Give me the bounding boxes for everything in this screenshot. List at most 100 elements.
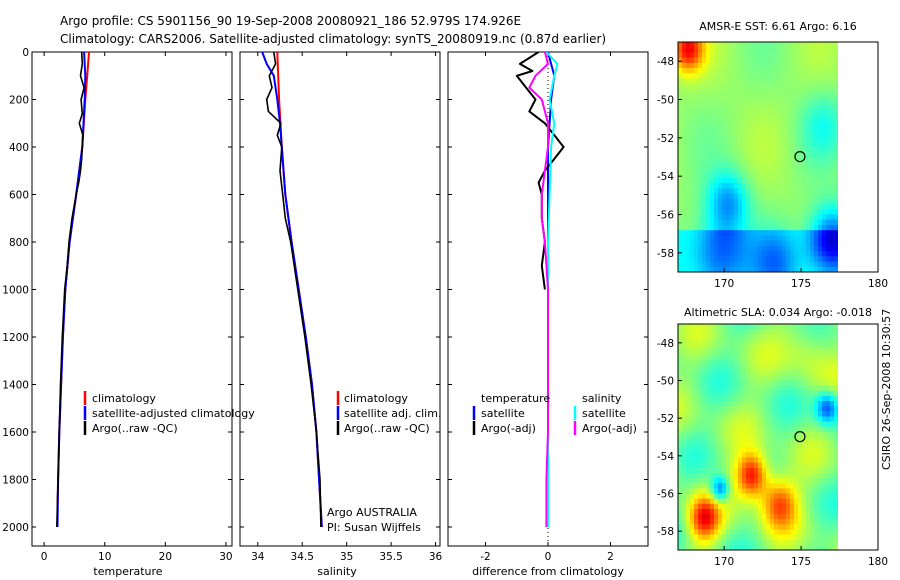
map-cell <box>694 534 699 541</box>
map-cell <box>734 544 739 550</box>
map-cell <box>814 493 819 500</box>
map-cell <box>766 539 771 546</box>
map-cell <box>702 193 707 200</box>
map-cell <box>730 519 735 525</box>
map-cell <box>698 204 703 210</box>
map-cell <box>698 544 703 550</box>
map-cell <box>810 503 815 510</box>
map-cell <box>786 245 791 252</box>
map-cell <box>698 431 703 438</box>
map-cell <box>814 115 819 121</box>
map-cell <box>782 214 787 221</box>
map-cell <box>798 245 803 252</box>
map-cell <box>782 514 787 520</box>
map-cell <box>794 198 799 205</box>
map-cell <box>690 219 695 226</box>
map-cell <box>730 214 735 221</box>
map-cell <box>766 370 771 376</box>
map-cell <box>694 52 699 59</box>
map-cell <box>786 224 791 231</box>
map-cell <box>734 167 739 174</box>
map-cell <box>798 204 803 210</box>
map-cell <box>718 488 723 494</box>
map-cell <box>770 214 775 221</box>
map-cell <box>834 245 838 252</box>
map-cell <box>714 62 719 69</box>
map-cell <box>678 172 683 179</box>
map-cell <box>702 141 707 148</box>
map-cell <box>750 193 755 200</box>
map-cell <box>738 354 743 361</box>
map-cell <box>714 52 719 59</box>
map-cell <box>690 251 695 257</box>
map-cell <box>830 349 835 356</box>
map-cell <box>766 411 771 417</box>
map-cell <box>830 245 835 252</box>
map-cell <box>686 514 691 520</box>
map-cell <box>722 47 727 53</box>
map-cell <box>746 167 751 174</box>
map-cell <box>814 416 819 423</box>
map-cell <box>690 354 695 361</box>
map-cell <box>798 498 803 505</box>
map-cell <box>714 183 719 189</box>
map-cell <box>762 193 767 200</box>
map-cell <box>718 235 723 242</box>
map-cell <box>702 209 707 215</box>
map-cell <box>822 157 827 163</box>
map-cell <box>718 462 723 469</box>
map-cell <box>766 115 771 121</box>
map-cell <box>830 493 835 500</box>
map-cell <box>802 261 807 268</box>
map-x-tick-label: 180 <box>868 278 888 290</box>
map-cell <box>778 157 783 163</box>
map-cell <box>806 136 811 142</box>
map-cell <box>806 47 811 53</box>
map-cell <box>694 467 699 474</box>
map-cell <box>726 266 731 272</box>
map-cell <box>766 447 771 453</box>
map-cell <box>778 167 783 174</box>
map-cell <box>694 266 699 272</box>
map-cell <box>826 488 831 494</box>
map-cell <box>798 193 803 200</box>
map-cell <box>778 539 783 546</box>
map-cell <box>834 329 838 335</box>
map-cell <box>750 344 755 351</box>
map-cell <box>690 183 695 189</box>
map-cell <box>830 395 835 402</box>
map-cell <box>750 146 755 153</box>
map-cell <box>758 508 763 515</box>
map-cell <box>762 47 767 53</box>
map-cell <box>822 401 827 407</box>
map-cell <box>786 467 791 474</box>
map-cell <box>774 359 779 366</box>
map-cell <box>738 219 743 226</box>
map-cell <box>746 141 751 148</box>
map-cell <box>714 240 719 247</box>
map-cell <box>738 73 743 80</box>
map-cell <box>678 508 683 515</box>
map-cell <box>702 488 707 494</box>
map-cell <box>814 354 819 361</box>
map-cell <box>746 462 751 469</box>
map-cell <box>714 447 719 453</box>
map-cell <box>766 334 771 340</box>
map-cell <box>730 209 735 215</box>
map-cell <box>822 359 827 366</box>
map-cell <box>746 498 751 505</box>
map-cell <box>682 478 687 484</box>
map-cell <box>726 52 731 59</box>
map-cell <box>778 240 783 247</box>
map-cell <box>714 42 719 48</box>
map-cell <box>770 324 775 330</box>
map-cell <box>726 442 731 448</box>
map-cell <box>774 151 779 158</box>
map-cell <box>810 204 815 210</box>
map-cell <box>782 324 787 330</box>
map-cell <box>830 167 835 174</box>
map-cell <box>778 130 783 137</box>
map-cell <box>798 447 803 453</box>
map-cell <box>718 256 723 263</box>
map-cell <box>822 421 827 428</box>
